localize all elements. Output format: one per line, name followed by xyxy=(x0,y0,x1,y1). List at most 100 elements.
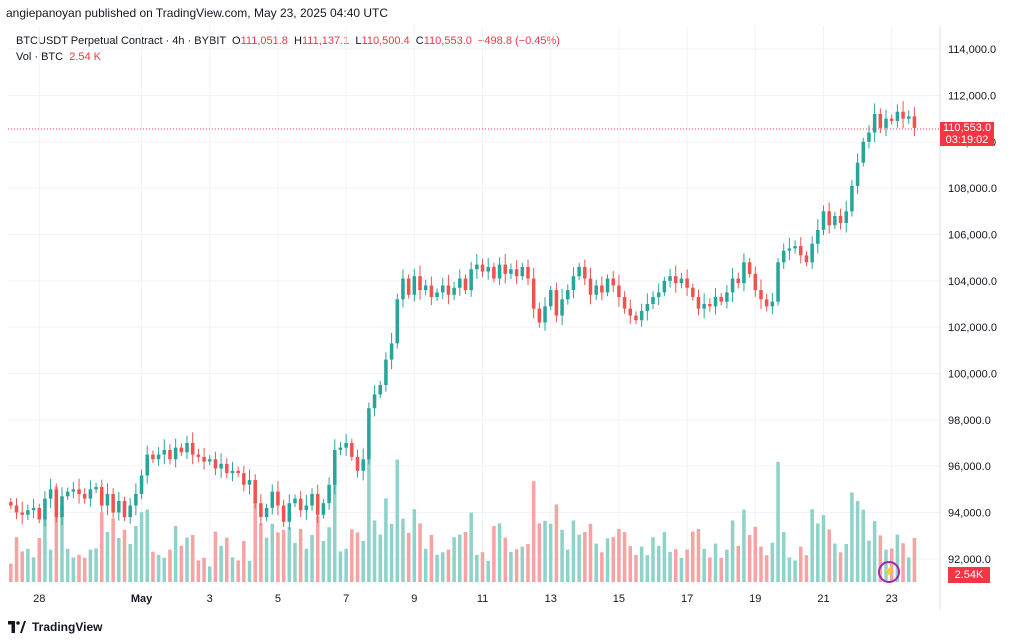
candle-body xyxy=(691,287,695,298)
symbol-label[interactable]: BTCUSDT Perpetual Contract · 4h · BYBIT xyxy=(16,35,226,47)
candle-body xyxy=(446,285,451,295)
candle-body xyxy=(520,266,525,277)
volume-bar xyxy=(384,498,388,582)
candle-body xyxy=(190,443,195,455)
candle-body xyxy=(514,269,519,277)
volume-bar xyxy=(338,551,343,582)
volume-bar xyxy=(247,560,252,582)
change-value: −498.8 (−0.45%) xyxy=(478,35,560,47)
x-tick-label: 9 xyxy=(411,593,417,605)
x-tick-label: 21 xyxy=(817,593,829,605)
volume-bar xyxy=(372,520,377,582)
candle-body xyxy=(906,116,911,119)
candlestick-chart[interactable]: 92,000.0 94,000.0 96,000.0 98,000.0 100,000.… xyxy=(0,26,1024,610)
x-tick-label: 13 xyxy=(545,593,557,605)
candle-body xyxy=(179,447,184,453)
volume-bar xyxy=(566,549,570,582)
volume-bar xyxy=(634,554,638,582)
volume-bar xyxy=(94,548,98,582)
volume-bar xyxy=(196,560,201,582)
volume-bar xyxy=(844,544,848,582)
volume-bar xyxy=(656,545,661,582)
candle-body xyxy=(48,489,53,499)
candle-body xyxy=(492,266,496,279)
footer-branding: TradingView xyxy=(8,620,102,634)
volume-bar xyxy=(645,555,650,582)
y-tick-label: 112,000.0 xyxy=(948,91,996,103)
candle-body xyxy=(418,276,422,291)
volume-bar xyxy=(691,531,695,582)
volume-bar xyxy=(151,551,155,582)
candle-body xyxy=(793,246,797,249)
volume-bar xyxy=(395,459,400,582)
candle-body xyxy=(639,310,644,321)
volume-bar xyxy=(54,486,59,582)
candle-body xyxy=(622,297,627,309)
volume-bar xyxy=(469,512,473,582)
candle-body xyxy=(60,496,64,518)
volume-bar xyxy=(497,523,502,582)
candle-body xyxy=(799,246,803,256)
volume-bar xyxy=(452,537,456,582)
volume-bar xyxy=(759,546,763,582)
y-tick-label: 98,000.0 xyxy=(948,415,991,427)
candle-body xyxy=(367,408,371,460)
volume-value: 2.54 K xyxy=(69,51,102,63)
candle-body xyxy=(156,454,161,460)
candle-body xyxy=(702,304,706,309)
volume-bar xyxy=(719,557,723,582)
candle-body xyxy=(321,503,326,515)
y-tick-label: 106,000.0 xyxy=(948,230,997,242)
candle-body xyxy=(861,141,866,163)
volume-bar xyxy=(588,523,593,582)
candle-body xyxy=(509,269,513,274)
candle-body xyxy=(537,308,542,323)
candle-body xyxy=(901,111,905,119)
volume-bar xyxy=(162,557,167,582)
volume-bar xyxy=(673,549,678,582)
x-tick-label: 17 xyxy=(681,593,693,605)
low-value: 110,500.4 xyxy=(361,35,410,47)
volume-bar xyxy=(872,521,877,582)
candle-body xyxy=(878,114,883,128)
candle-body xyxy=(20,512,24,515)
volume-bar xyxy=(236,560,240,582)
high-key: H xyxy=(294,35,302,47)
publisher-line: angiepanoyan published on TradingView.co… xyxy=(6,6,389,20)
candle-body xyxy=(293,498,297,504)
volume-bar xyxy=(651,537,655,582)
volume-bar xyxy=(88,549,93,582)
volume-bar xyxy=(207,566,212,582)
candle-body xyxy=(753,273,758,291)
candle-body xyxy=(185,443,189,453)
volume-bar xyxy=(270,523,275,582)
volume-bar xyxy=(179,545,184,582)
volume-bar xyxy=(134,526,138,582)
candle-body xyxy=(145,454,149,476)
candle-body xyxy=(168,449,172,460)
candle-body xyxy=(304,505,309,511)
candle-body xyxy=(850,185,854,212)
volume-bar xyxy=(287,527,292,582)
candle-body xyxy=(844,211,848,223)
candle-body xyxy=(889,118,894,121)
volume-bar xyxy=(333,470,337,582)
candle-body xyxy=(105,493,110,506)
candle-body xyxy=(594,285,598,295)
lightning-icon[interactable]: ⚡ xyxy=(878,561,900,583)
candle-body xyxy=(867,132,871,142)
candles xyxy=(9,101,917,530)
volume-bar xyxy=(804,555,809,582)
candle-body xyxy=(804,255,809,263)
tradingview-logo-icon xyxy=(8,621,26,633)
volume-bar xyxy=(906,557,911,582)
volume-bar xyxy=(225,537,229,582)
volume-bar xyxy=(509,551,513,582)
volume-bar xyxy=(702,548,706,582)
volume-bar xyxy=(253,498,257,582)
candle-body xyxy=(725,292,729,302)
price-axis: 92,000.0 94,000.0 96,000.0 98,000.0 100,000.… xyxy=(948,44,997,566)
volume-bar xyxy=(458,534,462,582)
candle-body xyxy=(412,276,417,295)
candle-body xyxy=(134,493,138,506)
